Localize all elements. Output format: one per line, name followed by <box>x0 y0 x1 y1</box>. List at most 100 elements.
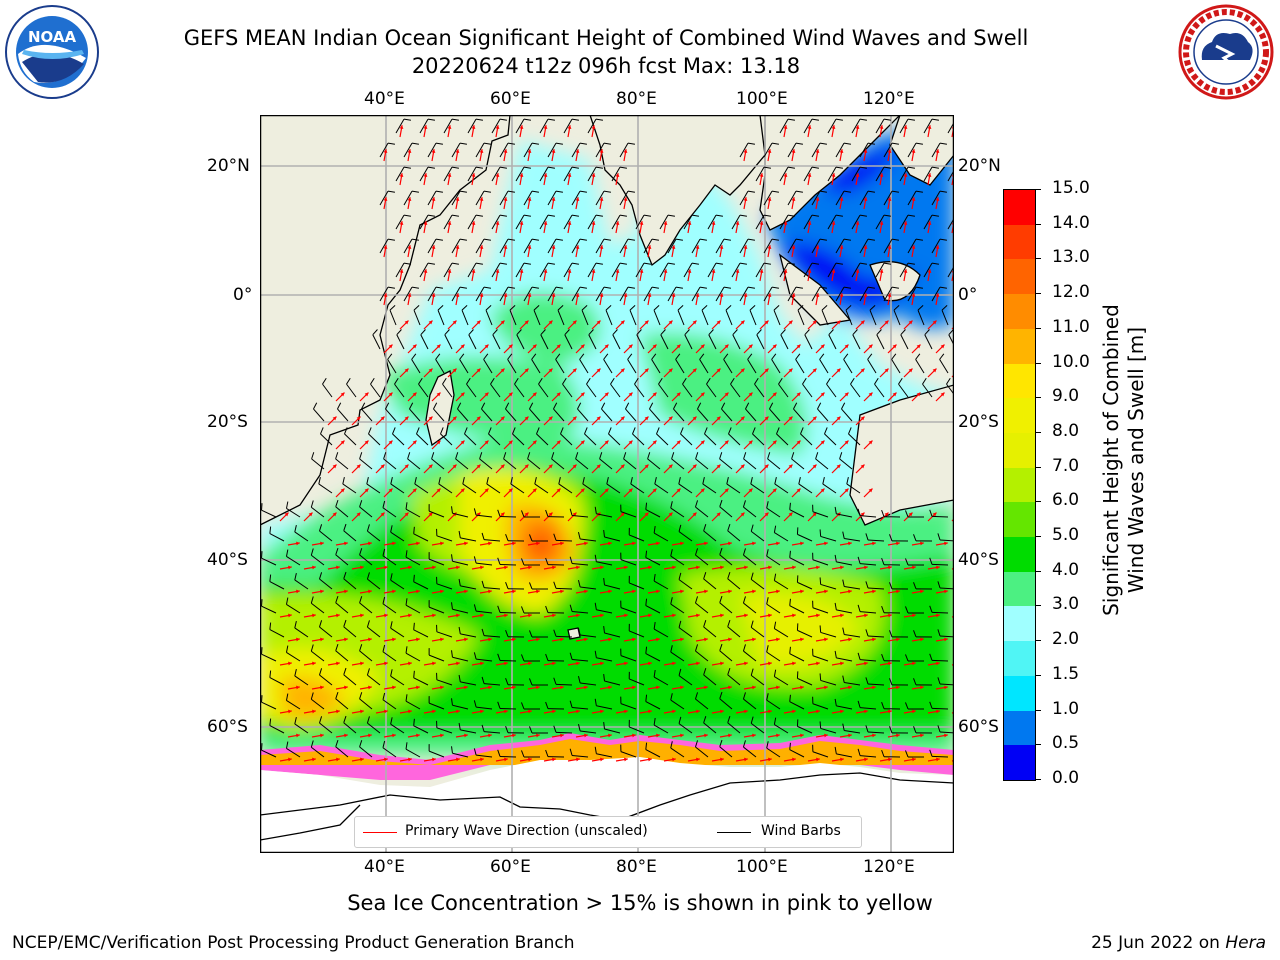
wind-barb-flag <box>553 402 558 410</box>
wind-barb <box>457 408 469 422</box>
wind-barb <box>774 676 789 686</box>
wind-barb <box>580 682 597 686</box>
wind-barb <box>678 675 693 686</box>
wind-barb <box>677 309 685 326</box>
wind-barb-flag <box>939 353 945 360</box>
wave-direction-arrowhead <box>864 709 868 714</box>
wind-barb-flag <box>382 548 386 556</box>
colorbar-tick-mark <box>1035 605 1041 607</box>
wind-barb-flag <box>913 582 917 590</box>
lon-label-bottom-100e: 100°E <box>736 857 788 877</box>
wind-barb <box>580 586 597 590</box>
wind-barb <box>603 359 613 374</box>
wind-barb-flag <box>804 329 810 336</box>
wind-barb <box>812 655 829 662</box>
wind-barb <box>739 190 749 206</box>
wind-barb <box>555 587 573 590</box>
wave-direction-arrowhead <box>716 464 721 469</box>
wind-barb-flag <box>319 668 323 676</box>
wind-barb-flag <box>497 557 501 565</box>
wind-barb <box>835 286 845 302</box>
wind-barb <box>869 309 877 326</box>
wind-barb-flag <box>497 605 501 613</box>
wind-barb <box>789 701 805 710</box>
wind-barb <box>860 563 877 566</box>
wind-barb <box>743 650 757 662</box>
wind-barb <box>601 408 613 422</box>
wind-barb-flag <box>582 477 585 485</box>
wind-barb <box>467 214 477 230</box>
wave-direction-arrowhead <box>423 221 428 225</box>
wave-direction-arrowhead <box>623 245 628 249</box>
wind-barb <box>580 538 597 542</box>
wind-barb <box>749 309 757 326</box>
wind-barb <box>675 359 685 374</box>
wind-barb-flag <box>742 596 746 604</box>
wind-barb <box>719 650 733 662</box>
wind-barb <box>653 580 669 590</box>
wind-barb-flag <box>727 715 731 723</box>
wind-barb-flag <box>743 452 747 460</box>
wave-direction-arrowhead <box>604 488 609 493</box>
wave-direction-arrowhead <box>783 221 788 225</box>
wind-barb <box>539 118 549 134</box>
wave-direction-arrowhead <box>743 197 748 201</box>
wind-barb <box>382 555 397 566</box>
wind-barb <box>803 214 813 230</box>
wind-barb <box>476 754 493 758</box>
wind-barb <box>630 483 645 494</box>
wind-barb <box>452 512 469 518</box>
wave-direction-arrowhead <box>879 221 884 225</box>
wind-barb-flag <box>382 740 386 748</box>
wind-barb <box>803 262 813 278</box>
wave-direction-arrowhead <box>551 293 556 297</box>
wind-barb <box>269 533 285 542</box>
wave-direction-arrowhead <box>524 368 529 373</box>
wind-barb-flag <box>547 118 555 121</box>
wave-direction-arrowhead <box>536 733 540 738</box>
wind-barb-flag <box>739 214 747 217</box>
wind-barb-flag <box>507 190 515 193</box>
wind-barb-flag <box>451 602 453 610</box>
wind-barb <box>452 560 469 566</box>
wind-barb-flag <box>382 596 386 604</box>
wind-barb <box>403 286 413 302</box>
wave-direction-arrowhead <box>504 661 508 666</box>
lon-label-bottom-40e: 40°E <box>364 857 405 877</box>
wave-direction-arrowhead <box>696 661 700 666</box>
wave-direction-arrowhead <box>884 512 889 517</box>
wind-barb-flag <box>499 118 507 121</box>
colorbar-tick-label: 8.0 <box>1052 420 1080 441</box>
wave-direction-arrowhead <box>692 320 697 325</box>
wind-barb-flag <box>435 190 443 193</box>
lat-label-right-60s: 60°S <box>958 717 999 737</box>
wind-barb <box>361 408 373 422</box>
wind-barb <box>780 334 789 350</box>
wind-barb-flag <box>553 533 557 541</box>
wind-barb-flag <box>520 654 525 662</box>
wind-barb-flag <box>497 653 501 661</box>
wave-direction-arrowhead <box>508 488 513 493</box>
wave-direction-arrowhead <box>543 269 548 273</box>
wave-direction-legend-line <box>363 832 397 833</box>
wind-barb-flag <box>619 214 627 217</box>
wave-direction-arrowhead <box>296 541 300 546</box>
wave-direction-arrowhead <box>624 661 628 666</box>
wave-direction-arrowhead <box>360 757 364 762</box>
wind-barb-flag <box>842 675 845 683</box>
wind-barb-flag <box>719 595 723 603</box>
wind-barb-flag <box>458 578 461 586</box>
wind-barb <box>820 535 837 542</box>
wind-barb <box>475 190 485 206</box>
wind-barb <box>695 698 709 710</box>
wave-direction-arrowhead <box>440 733 444 738</box>
wave-direction-arrowhead <box>360 709 364 714</box>
wave-direction-arrowhead <box>500 464 505 469</box>
colorbar-segment <box>1004 294 1035 329</box>
wind-barb <box>620 559 637 566</box>
wave-direction-arrowhead <box>543 125 548 129</box>
wind-barb <box>947 265 954 278</box>
wind-barb <box>539 262 549 278</box>
wind-barb <box>683 262 693 278</box>
wave-direction-arrowhead <box>639 269 644 273</box>
